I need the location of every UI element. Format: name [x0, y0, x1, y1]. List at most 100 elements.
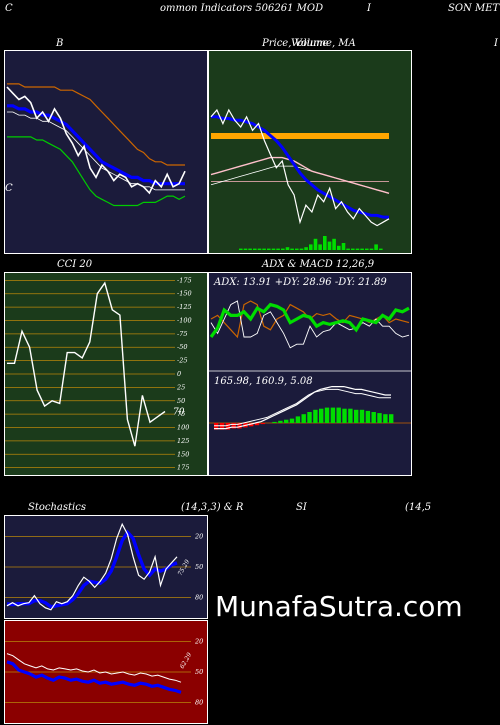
volume-bar [309, 244, 313, 250]
cci-tick-label: -175 [177, 276, 192, 284]
volume-bar [374, 244, 378, 250]
volume-bar [369, 248, 374, 250]
macd-hist-bar [354, 409, 359, 423]
cci-tick-label: 0 [177, 370, 181, 378]
volume-bar [304, 247, 308, 250]
cci-tick-label: 125 [177, 437, 189, 445]
rsi-line [6, 660, 182, 694]
bollinger-chart [6, 83, 186, 207]
macd-values: 165.98, 160.9, 5.08 [214, 376, 313, 387]
cci-tick-label: 100 [177, 424, 189, 432]
volume-bar [285, 247, 290, 250]
bollinger-background [5, 51, 207, 253]
bb-upper-line [7, 136, 186, 207]
cci-tick-label: -75 [177, 330, 187, 338]
rsi-label: SI [296, 502, 307, 513]
macd-hist-bar [231, 423, 236, 429]
stoch-d-line [6, 529, 178, 609]
volume-bar [267, 248, 271, 250]
macd-hist-bar [371, 412, 376, 423]
price-close-line [210, 108, 390, 227]
macd-hist-bar [342, 408, 347, 423]
price-left-glyph: C [5, 183, 13, 194]
volume-bar [257, 248, 262, 250]
price-ma-long-line [210, 165, 390, 194]
price-panel [208, 50, 412, 254]
stoch-k-line [6, 522, 178, 611]
cci-line [7, 281, 166, 447]
cci-panel: 175 150 125 100 75 50 25 0 -25 -50 -75 -100 -125 -150… [4, 272, 208, 476]
rsi-tick-label: 80 [195, 699, 203, 707]
header-left-glyph: C [5, 3, 13, 14]
volume-bar [281, 248, 285, 250]
macd-hist-bar [389, 414, 394, 423]
volume-bar [365, 248, 369, 250]
macd-hist-bar [260, 423, 266, 425]
volume-bar [337, 245, 341, 250]
volume-bar [253, 248, 257, 250]
volume-bar [346, 248, 350, 250]
price-right-glyph: I [494, 38, 498, 49]
adx-macd-chart [209, 300, 411, 430]
watermark: MunafaSutra.com [215, 590, 463, 623]
price-ma-band [211, 133, 389, 139]
price-title-overlay: Volume [291, 38, 329, 49]
volume-bar [351, 248, 355, 250]
volume-bar [239, 248, 243, 250]
rsi-panel: 80 50 20 62.29 [4, 620, 208, 724]
bollinger-panel [4, 50, 208, 254]
header-mid-glyph: I [367, 3, 371, 14]
macd-hist-bar [284, 419, 289, 423]
cci-tick-label: 25 [176, 383, 185, 391]
cci-tick-label: -125 [177, 303, 192, 311]
macd-hist-bar [313, 409, 318, 423]
macd-hist-bar [289, 418, 295, 423]
cci-tick-label: 175 [177, 464, 189, 472]
stoch-tick-label: 20 [194, 532, 203, 540]
volume-bar [318, 244, 322, 250]
cci-tick-label: -25 [177, 357, 187, 365]
macd-hist-bar [365, 410, 371, 423]
macd-hist-bar [319, 408, 324, 423]
macd-hist-bar [336, 407, 341, 423]
price-background [209, 51, 411, 253]
cci-chart: 175 150 125 100 75 50 25 0 -25 -50 -75 -100 -125 -150… [5, 276, 192, 472]
stoch-tick-label: 80 [195, 594, 203, 602]
header-right-fragment: SON MET [448, 3, 500, 14]
price-ma-short-line [211, 115, 389, 219]
volume-bar [262, 248, 266, 250]
macd-signal-line [214, 388, 391, 427]
adx-panel: ADX: 13.91 +DY: 28.96 -DY: 21.89 165.98,… [208, 272, 412, 476]
adx-values: ADX: 13.91 +DY: 28.96 -DY: 21.89 [214, 277, 387, 288]
volume-bar [355, 248, 360, 250]
cci-last-label: 70 [173, 407, 185, 417]
stoch-tick-label: 50 [195, 563, 203, 571]
macd-hist-bar [324, 407, 330, 423]
rsi-last-label: 62.29 [179, 651, 194, 670]
macd-hist-bar [295, 416, 301, 423]
stochastics-panel: 80 50 20 75.29 [4, 515, 208, 619]
stochastics-chart: 80 50 20 75.29 [5, 522, 203, 611]
cci-tick-label: 75 [177, 410, 185, 418]
volume-bar [271, 248, 276, 250]
volume-bar [299, 248, 304, 250]
header-title: ommon Indicators 506261 MOD [160, 3, 324, 14]
macd-line [214, 386, 391, 430]
cci-tick-label: 50 [177, 397, 185, 405]
macd-hist-bar [307, 412, 312, 423]
cci-tick-label: -50 [177, 343, 187, 351]
volume-bar [276, 248, 280, 250]
volume-bar [295, 248, 299, 250]
bb-mid-line [7, 104, 185, 186]
macd-hist-bar [249, 423, 254, 427]
bollinger-title: B [56, 38, 64, 49]
bb-lower-line [7, 83, 185, 166]
cci-tick-label: -150 [177, 290, 192, 298]
stoch-title: Stochastics [28, 502, 86, 513]
volume-bar [290, 248, 294, 250]
macd-hist-bar [383, 414, 388, 423]
cci-tick-label: -100 [177, 316, 192, 324]
macd-hist-bar [301, 414, 306, 423]
cci-title: CCI 20 [57, 259, 93, 270]
